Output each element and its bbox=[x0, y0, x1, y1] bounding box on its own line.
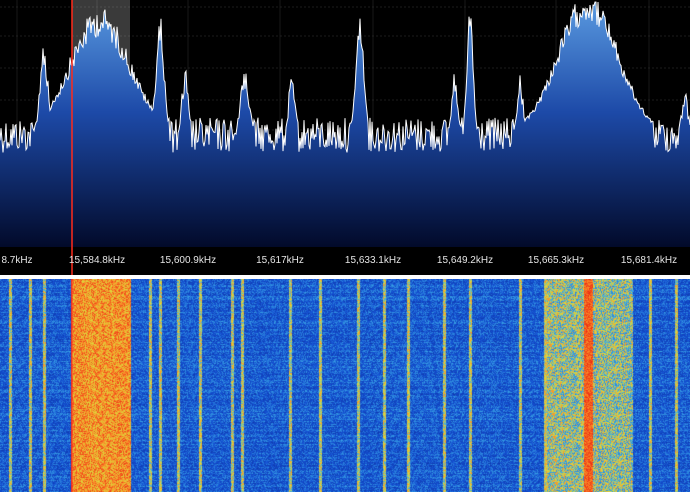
spectrum-plot[interactable] bbox=[0, 0, 690, 275]
freq-label: 15,681.4kHz bbox=[620, 255, 678, 266]
panel-divider[interactable] bbox=[0, 275, 690, 279]
spectrum-display[interactable]: 8.7kHz 15,584.8kHz 15,600.9kHz 15,617kHz… bbox=[0, 0, 690, 275]
freq-label: 15,600.9kHz bbox=[159, 255, 217, 266]
spectrum-trace bbox=[0, 1, 690, 153]
freq-label: 15,665.3kHz bbox=[527, 255, 585, 266]
freq-label: 15,617kHz bbox=[256, 255, 304, 266]
freq-label: 8.7kHz bbox=[1, 255, 33, 266]
freq-label: 15,633.1kHz bbox=[344, 255, 402, 266]
freq-label: 15,649.2kHz bbox=[436, 255, 494, 266]
waterfall-display[interactable] bbox=[0, 279, 690, 492]
freq-label: 15,584.8kHz bbox=[68, 255, 126, 266]
